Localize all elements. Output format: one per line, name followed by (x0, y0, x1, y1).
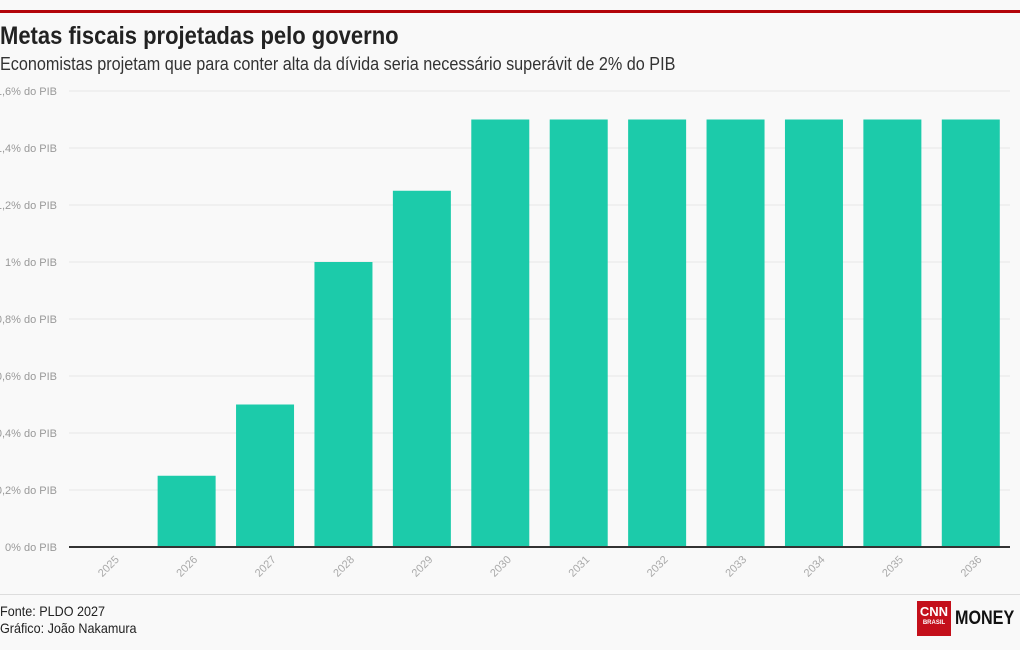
y-tick-label: 0,2% do PIB (0, 485, 57, 497)
x-tick-label: 2026 (174, 554, 200, 580)
x-tick-label: 2029 (410, 554, 436, 580)
cnn-brasil-logo: CNN BRASIL (917, 601, 951, 636)
x-tick-label: 2036 (959, 554, 985, 580)
footer-credits: Fonte: PLDO 2027 Gráfico: João Nakamura (0, 603, 137, 637)
bar-2028 (314, 262, 373, 547)
x-tick-label: 2031 (567, 554, 593, 580)
x-tick-label: 2035 (880, 554, 906, 580)
cnn-money-logo: CNN BRASIL MONEY (917, 601, 1020, 636)
y-tick-label: 1,4% do PIB (0, 143, 57, 155)
bar-2034 (784, 119, 843, 547)
y-tick-label: 0% do PIB (5, 542, 57, 554)
x-tick-label: 2032 (645, 554, 671, 580)
credit-text: Gráfico: João Nakamura (0, 620, 137, 636)
money-wordmark: MONEY (955, 607, 1015, 629)
bar-2035 (863, 119, 922, 547)
y-tick-label: 1,6% do PIB (0, 86, 57, 98)
x-tick-label: 2033 (723, 554, 749, 580)
bar-2026 (157, 475, 216, 547)
divider (0, 594, 1020, 595)
y-tick-label: 0,6% do PIB (0, 371, 57, 383)
chart-title: Metas fiscais projetadas pelo governo (0, 22, 399, 50)
x-tick-label: 2028 (331, 554, 357, 580)
bar-2031 (549, 119, 608, 547)
bar-2029 (392, 190, 451, 547)
bar-2027 (236, 404, 295, 547)
x-tick-label: 2034 (802, 554, 828, 580)
y-tick-label: 0,4% do PIB (0, 428, 57, 440)
chart-subtitle: Economistas projetam que para conter alt… (0, 54, 676, 74)
y-tick-label: 1,2% do PIB (0, 200, 57, 212)
bar-2032 (628, 119, 687, 547)
x-tick-label: 2030 (488, 554, 514, 580)
bar-2033 (706, 119, 765, 547)
y-tick-label: 0,8% do PIB (0, 314, 57, 326)
y-tick-label: 1% do PIB (5, 257, 57, 269)
top-accent-bar (0, 10, 1020, 13)
bar-2030 (471, 119, 530, 547)
x-tick-label: 2025 (96, 554, 122, 580)
source-text: Fonte: PLDO 2027 (0, 603, 106, 619)
bar-chart: 0% do PIB 0,2% do PIB 0,4% do PIB 0,6% do P… (0, 86, 1010, 580)
x-tick-label: 2027 (253, 554, 279, 580)
bar-2036 (941, 119, 1000, 547)
